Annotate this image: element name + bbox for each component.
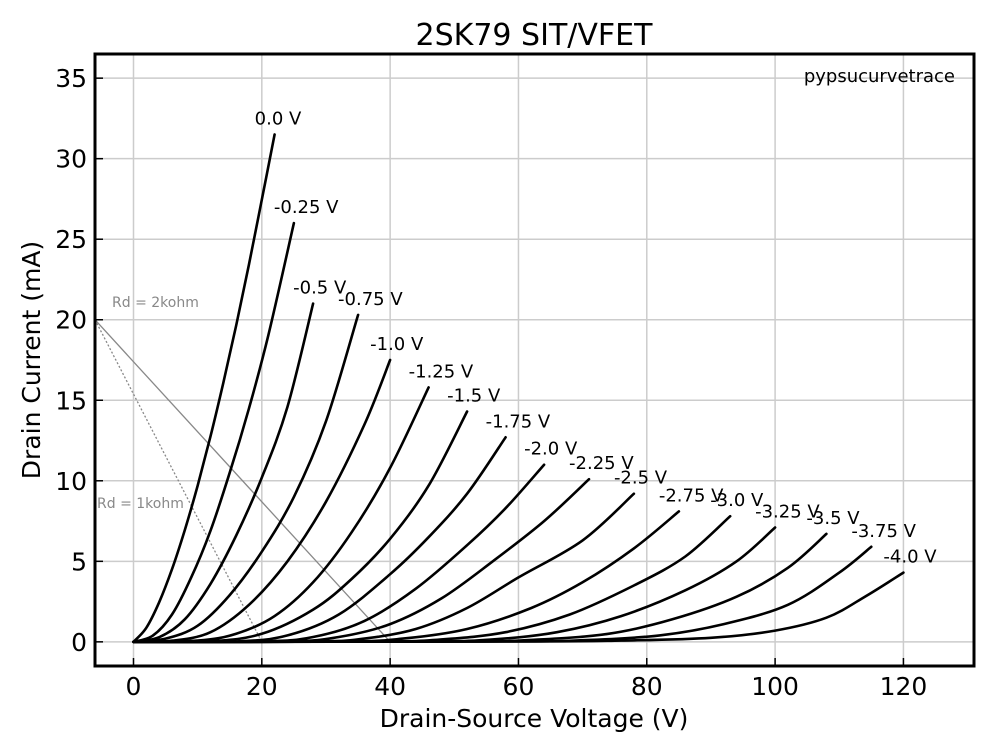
x-tick-label: 80 bbox=[631, 672, 663, 701]
y-tick-label: 20 bbox=[55, 306, 87, 335]
x-tick-label: 60 bbox=[503, 672, 535, 701]
series-line bbox=[132, 571, 905, 644]
series-label: -3.25 V bbox=[755, 501, 820, 522]
series-label: -1.25 V bbox=[409, 361, 474, 382]
series-label: -2.5 V bbox=[614, 468, 668, 489]
y-tick-label: 10 bbox=[55, 467, 87, 496]
load-line bbox=[94, 319, 263, 643]
series-label: -2.75 V bbox=[659, 485, 724, 506]
y-tick-label: 35 bbox=[55, 64, 87, 93]
series-label: -3.5 V bbox=[806, 508, 860, 529]
x-tick-label: 0 bbox=[126, 672, 142, 701]
x-axis-label: Drain-Source Voltage (V) bbox=[380, 704, 689, 733]
series-line bbox=[132, 526, 777, 644]
load-line-label: Rd = 1kohm bbox=[97, 496, 184, 512]
x-tick-label: 40 bbox=[374, 672, 406, 701]
x-tick-label: 120 bbox=[880, 672, 928, 701]
series-label: 0.0 V bbox=[255, 109, 302, 130]
series-label: -3.0 V bbox=[710, 490, 764, 511]
series-line bbox=[132, 313, 360, 644]
y-tick-label: 5 bbox=[71, 547, 87, 576]
series-line bbox=[132, 477, 591, 644]
series-label: -4.0 V bbox=[883, 547, 937, 568]
plot-frame bbox=[93, 52, 976, 668]
series-label: -1.75 V bbox=[486, 411, 551, 432]
y-axis-label: Drain Current (mA) bbox=[17, 241, 46, 479]
x-tick-label: 100 bbox=[751, 672, 799, 701]
y-tick-label: 15 bbox=[55, 386, 87, 415]
load-line-label: Rd = 2kohm bbox=[112, 295, 199, 311]
series-label: -1.5 V bbox=[447, 386, 501, 407]
series-label: -0.5 V bbox=[293, 278, 347, 299]
y-tick-label: 0 bbox=[71, 628, 87, 657]
chart-title: 2SK79 SIT/VFET bbox=[416, 18, 654, 53]
y-tick-label: 30 bbox=[55, 145, 87, 174]
x-tick-label: 20 bbox=[246, 672, 278, 701]
series-label: -2.0 V bbox=[524, 439, 578, 460]
y-tick-labels: 0 5 10 15 20 25 30 35 bbox=[55, 64, 103, 657]
series-label: -0.75 V bbox=[338, 289, 403, 310]
series-label: -2.25 V bbox=[569, 453, 634, 474]
series-group: 0.0 V -0.25 V -0.5 V-0.75 V -1.0 V -1.25 V -1… bbox=[132, 109, 937, 644]
series-line bbox=[132, 410, 469, 644]
series-line bbox=[132, 436, 507, 644]
series-line bbox=[132, 133, 276, 644]
watermark-annotation: pypsucurvetrace bbox=[804, 66, 955, 87]
series-line bbox=[132, 221, 296, 644]
series-label: -1.0 V bbox=[370, 334, 424, 355]
series-label: -3.75 V bbox=[851, 521, 916, 542]
y-tick-label: 25 bbox=[55, 225, 87, 254]
series-line bbox=[132, 492, 636, 644]
x-tick-labels: 0 20 40 60 80 100 120 bbox=[126, 658, 928, 701]
series-line bbox=[132, 302, 315, 644]
series-line bbox=[132, 358, 392, 644]
series-label: -0.25 V bbox=[274, 197, 339, 218]
grid bbox=[95, 54, 974, 666]
load-lines: Rd = 2kohm Rd = 1kohm bbox=[94, 295, 391, 643]
